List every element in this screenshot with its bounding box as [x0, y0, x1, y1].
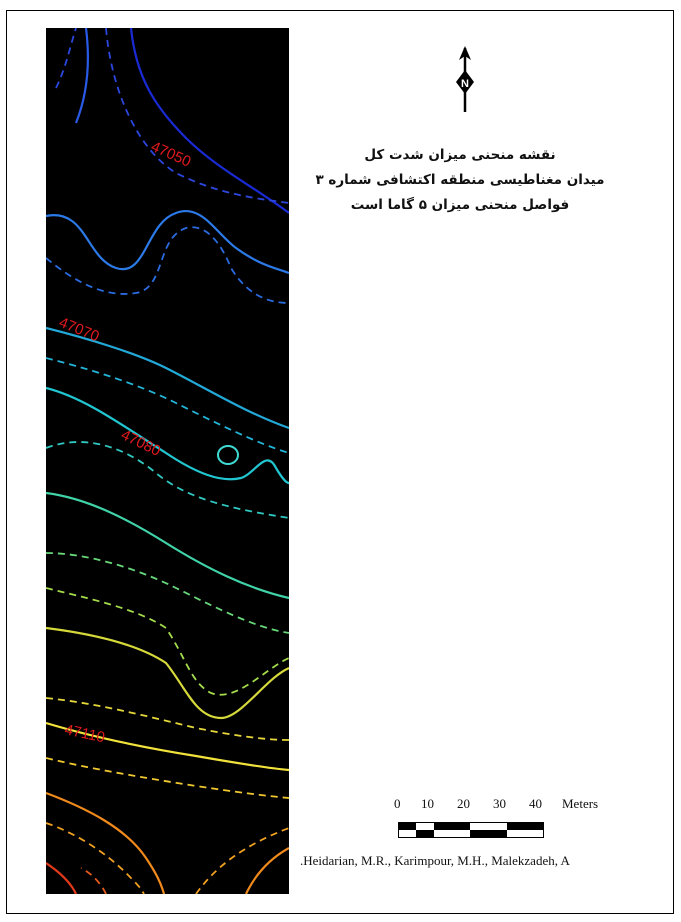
contour-line: [46, 862, 78, 894]
contour-line-dashed: [46, 587, 289, 696]
contour-line: [245, 847, 289, 894]
contour-line-dashed: [46, 441, 289, 519]
map-title: نقشه منحنی میزان شدت کل میدان مغناطیسی م…: [310, 143, 610, 218]
contour-line: [46, 210, 289, 275]
contour-line: [46, 791, 166, 894]
contour-svg: 47050 47070 47080 47110: [46, 28, 289, 894]
map-frame: [6, 10, 674, 914]
contour-line: [46, 721, 289, 772]
contour-label: 47070: [57, 314, 102, 345]
contour-line-dashed: [105, 28, 289, 204]
contour-line-dashed: [46, 757, 289, 799]
contour-line-dashed: [55, 28, 77, 89]
north-arrow: N: [452, 44, 478, 116]
contour-label: 47110: [63, 721, 106, 746]
contour-map: 47050 47070 47080 47110: [46, 28, 289, 894]
scale-bar: 0 10 20 30 40 Meters: [388, 796, 628, 846]
contour-line-dashed: [46, 357, 289, 454]
north-arrow-icon: N: [456, 46, 474, 112]
contour-line-dashed: [195, 827, 289, 894]
contour-line: [46, 626, 289, 720]
contour-label: 47050: [148, 138, 193, 170]
contour-line-dashed: [46, 697, 289, 741]
title-line-3: فواصل منحنی میزان ۵ گاما است: [350, 197, 570, 213]
contour-label: 47080: [118, 426, 163, 460]
scale-tick-label: 30: [493, 796, 506, 811]
contour-line: [46, 326, 289, 430]
contour-line: [217, 445, 239, 465]
scale-tick-label: 20: [457, 796, 470, 811]
scale-tick-label: 0: [394, 796, 401, 811]
scale-bar-graphic: [398, 822, 544, 838]
contour-line: [46, 491, 289, 600]
scale-tick-label: 40: [529, 796, 542, 811]
contour-line-dashed: [80, 867, 107, 894]
contour-line: [46, 386, 289, 485]
scale-unit-label: Meters: [562, 796, 599, 811]
title-line-2: میدان مغناطیسی منطقه اکتشافی شماره ۳: [315, 172, 605, 188]
contour-line-dashed: [46, 822, 145, 894]
title-line-1: نقشه منحنی میزان شدت کل: [364, 147, 556, 163]
contour-line-dashed: [46, 552, 289, 634]
north-letter: N: [461, 78, 469, 90]
scale-tick-label: 10: [421, 796, 434, 811]
contour-line: [129, 28, 289, 214]
contour-line-dashed: [46, 226, 289, 304]
credit-text: .Heidarian, M.R., Karimpour, M.H., Malek…: [300, 853, 570, 868]
contour-line: [74, 28, 90, 124]
